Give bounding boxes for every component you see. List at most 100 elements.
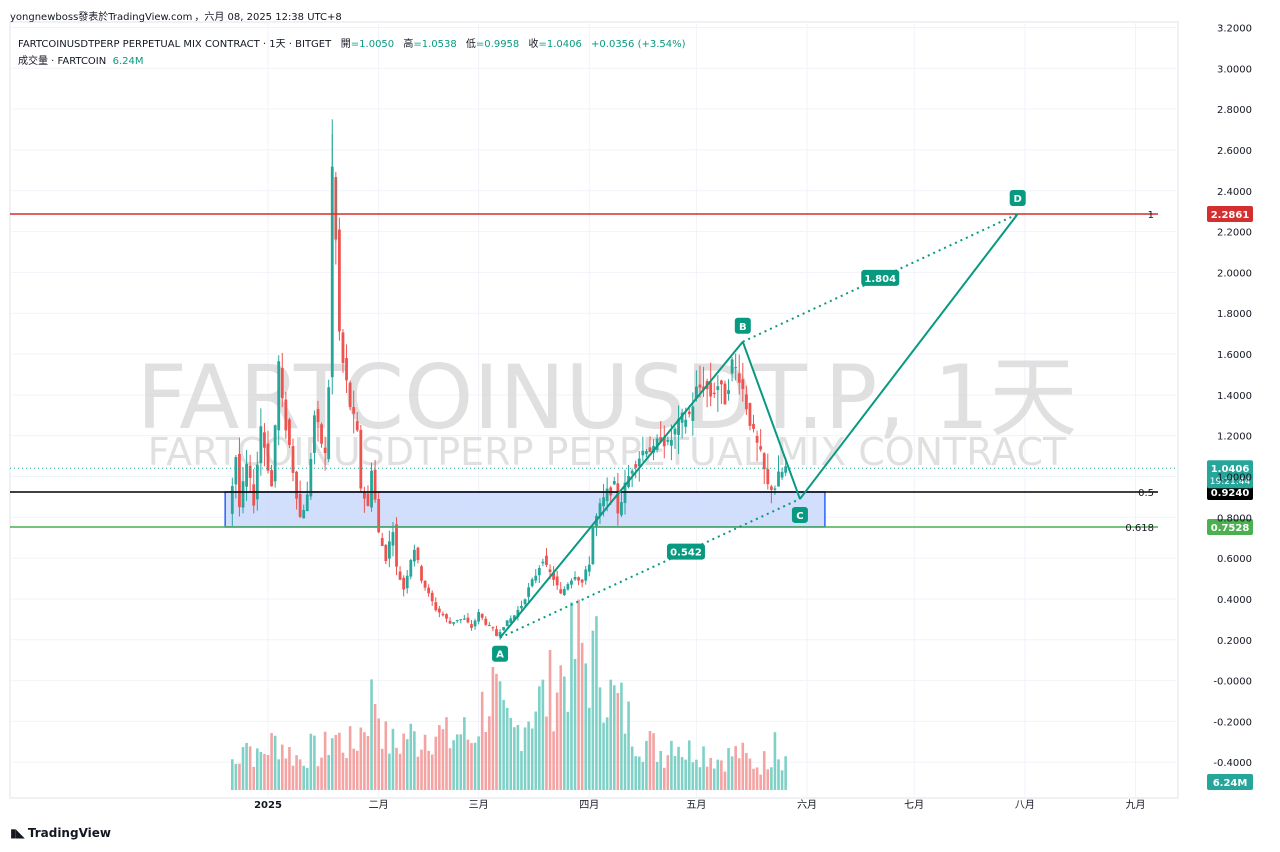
open-value: =1.0050 — [350, 39, 395, 50]
volume-bar — [616, 693, 620, 790]
volume-bar — [420, 749, 423, 790]
candle-body — [252, 484, 256, 506]
candle — [384, 543, 388, 564]
candle — [462, 614, 466, 621]
candle — [491, 626, 495, 632]
candle-body — [284, 399, 288, 431]
high-value: =1.0538 — [413, 39, 457, 50]
volume-bar — [684, 759, 687, 790]
volume-legend: 成交量 · FARTCOIN 6.24M — [18, 52, 150, 67]
pattern-point-badge[interactable] — [734, 317, 751, 334]
candle-body — [313, 415, 316, 453]
volume-bar — [373, 704, 377, 790]
volume-bar — [298, 759, 302, 790]
volume-bar — [559, 665, 563, 790]
volume-bar — [602, 722, 605, 790]
candle-body — [648, 447, 652, 453]
tradingview-brand[interactable]: ▮◣ TradingView — [10, 826, 111, 840]
volume-bar — [730, 756, 734, 790]
pattern-point-badge[interactable] — [791, 506, 808, 523]
candle-body — [516, 609, 520, 618]
candle-body — [298, 493, 302, 517]
volume-bar — [680, 757, 684, 790]
volume-bar — [620, 682, 623, 790]
pattern-leg-bc[interactable] — [741, 341, 801, 500]
pattern-leg-ab[interactable] — [499, 341, 744, 639]
price-axis[interactable]: 3.2000 3.0000 2.8000 2.6000 2.4000 2.2000 2.00… — [1207, 23, 1253, 790]
price-tag-label: 0.7528 — [1211, 523, 1250, 534]
volume-bar — [570, 602, 573, 790]
volume-bar — [670, 740, 673, 790]
candle-body — [577, 577, 580, 581]
candle — [316, 400, 320, 442]
horizontal-lines[interactable]: 1 2.2861 0.5 0.9240 0.618 0.7528 1.0406 19:21:4… — [10, 206, 1253, 535]
volume-bar — [416, 756, 420, 790]
volume-bar — [313, 735, 316, 790]
candle-body — [584, 569, 588, 581]
candle-body — [345, 358, 348, 381]
volume-bar — [345, 758, 348, 790]
candle — [730, 356, 734, 382]
candle — [430, 590, 434, 606]
candle — [380, 532, 384, 547]
volume-bar — [366, 735, 370, 790]
pattern-leg-cd[interactable] — [799, 213, 1019, 500]
candle — [570, 578, 573, 589]
time-tick-label: 八月 — [1015, 799, 1035, 811]
candle-body — [537, 568, 541, 576]
candle-body — [655, 438, 659, 450]
support-zone[interactable] — [224, 491, 826, 528]
candle — [295, 470, 298, 510]
candle — [712, 382, 716, 398]
candle-body — [245, 463, 248, 487]
time-axis[interactable]: 2025 二月 三月 四月 五月 六月 七月 八月 九月 — [254, 799, 1145, 811]
volume-bar — [498, 681, 502, 790]
candle — [352, 390, 356, 434]
volume-bar — [627, 701, 630, 790]
volume-bar — [338, 732, 341, 790]
candle-body — [623, 482, 627, 504]
volume-label[interactable]: 成交量 · FARTCOIN — [18, 56, 107, 67]
candle — [559, 582, 563, 595]
volume-bar — [280, 744, 284, 790]
zone-rect[interactable] — [224, 491, 826, 528]
candle-body — [712, 392, 716, 395]
pattern-point-badge[interactable] — [492, 645, 509, 662]
candle-body — [719, 380, 723, 385]
candle-body — [341, 332, 345, 363]
pattern-point-badge[interactable] — [1009, 190, 1026, 206]
low-label: 低 — [465, 39, 476, 50]
volume-bar — [252, 766, 256, 790]
candle-body — [466, 617, 470, 623]
pattern-point-label: B — [739, 322, 747, 333]
volume-bar — [448, 748, 452, 790]
volume-bar — [641, 761, 645, 790]
pattern-ratio-line-ac[interactable] — [499, 498, 801, 639]
symbol-name[interactable]: FARTCOINUSDTPERP PERPETUAL MIX CONTRACT … — [18, 39, 332, 50]
abcd-pattern[interactable]: 0.542 1.804 A B C D — [492, 190, 1026, 662]
candle-body — [448, 620, 452, 624]
volume-bar — [480, 691, 484, 790]
candle-body — [234, 457, 238, 485]
volume-bar — [609, 679, 613, 790]
volume-bar — [527, 721, 530, 790]
volume-bar — [259, 752, 263, 790]
volume-bar — [741, 742, 745, 790]
candle — [766, 453, 770, 490]
candle — [723, 380, 727, 405]
candle-body — [752, 423, 755, 429]
candle-body — [552, 573, 555, 580]
volume-bar — [723, 771, 727, 790]
candle-body — [487, 624, 491, 626]
candle — [437, 606, 441, 618]
candle-body — [766, 469, 770, 485]
candle-body — [280, 367, 284, 399]
volume-bar — [605, 717, 609, 790]
fib-ratio-label: 1 — [1148, 210, 1154, 221]
price-tag-label: 2.2861 — [1211, 210, 1250, 221]
candle — [405, 570, 409, 594]
candle — [391, 522, 395, 557]
volume-bar — [748, 758, 752, 790]
candle-body — [773, 488, 777, 490]
